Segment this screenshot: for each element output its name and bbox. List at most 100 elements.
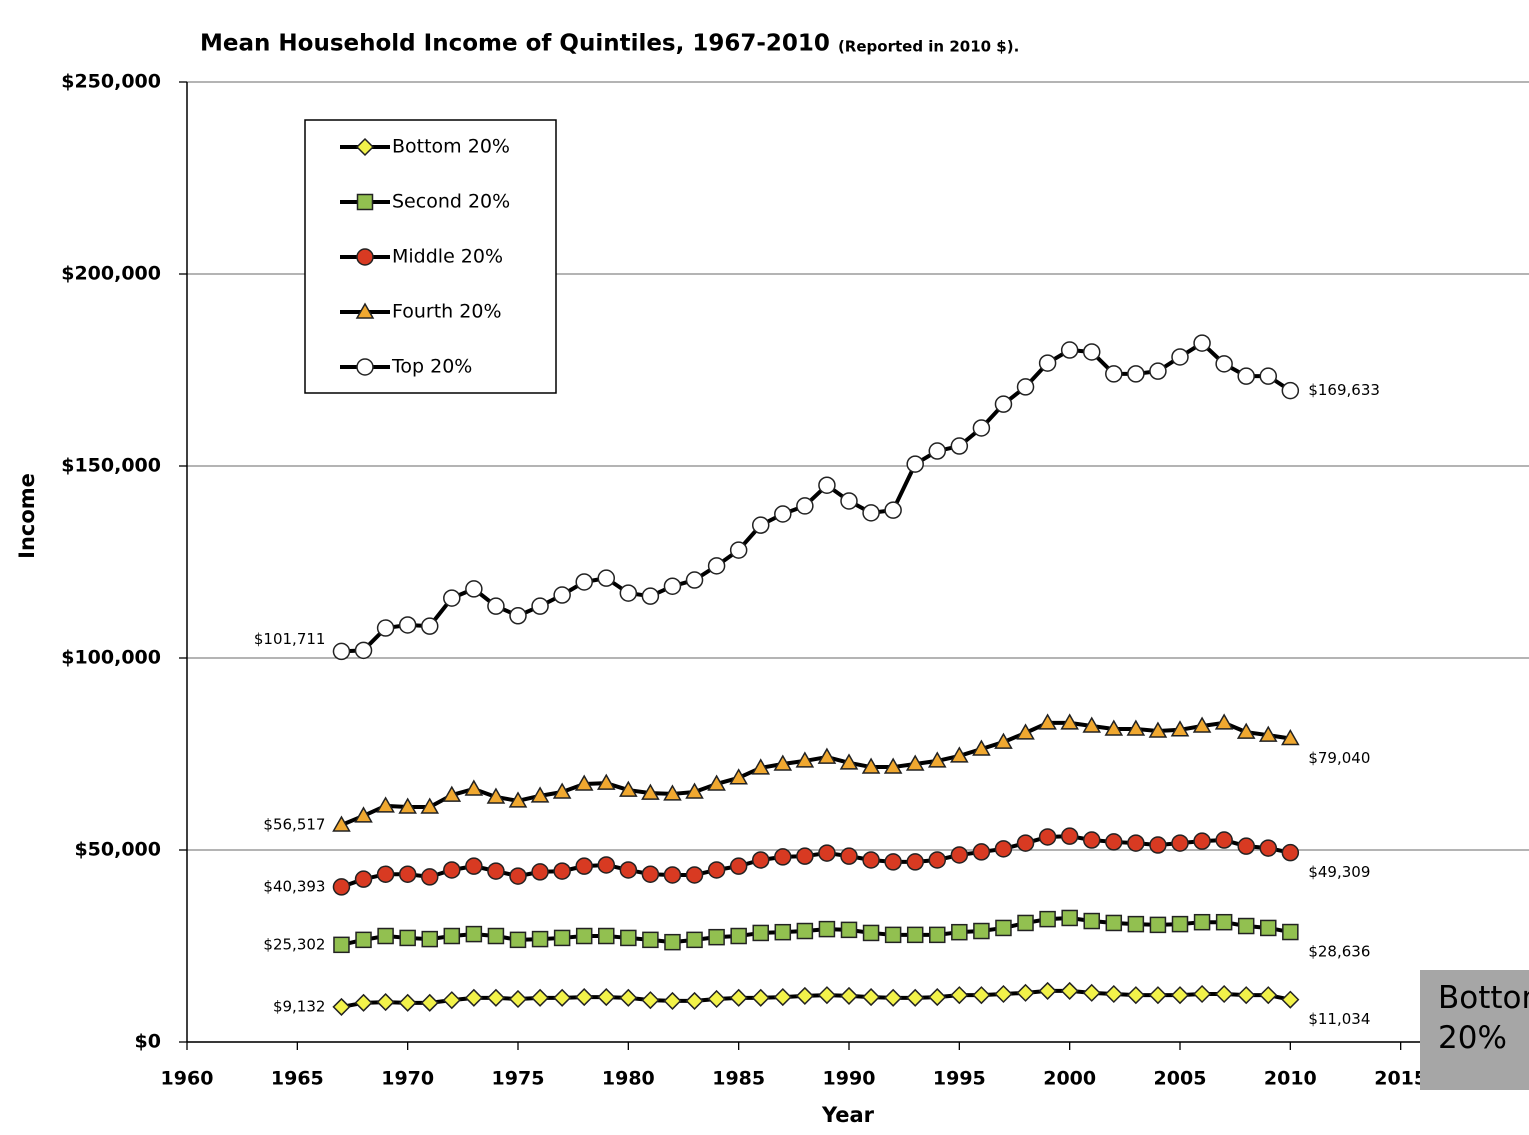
marker — [642, 931, 659, 949]
marker — [398, 616, 417, 634]
marker — [1192, 716, 1212, 733]
marker — [796, 922, 814, 940]
data-label: $40,393 — [263, 877, 325, 895]
marker — [420, 617, 439, 635]
marker — [487, 862, 505, 880]
series-line — [340, 720, 1291, 827]
legend-marker — [355, 137, 375, 157]
marker — [862, 851, 880, 869]
marker — [1105, 833, 1123, 851]
marker — [398, 993, 417, 1012]
annotation: Bottom 20% — [1438, 980, 1529, 1056]
legend-label: Fourth 20% — [392, 301, 502, 323]
marker — [442, 991, 461, 1010]
marker — [1016, 834, 1035, 852]
marker — [751, 851, 770, 869]
x-tick-label: 1975 — [492, 1068, 545, 1090]
marker — [354, 870, 373, 888]
marker — [707, 861, 726, 879]
marker — [619, 780, 638, 797]
marker — [752, 924, 769, 942]
marker — [1082, 343, 1101, 361]
marker — [1148, 986, 1167, 1005]
marker — [465, 925, 483, 943]
marker — [862, 504, 880, 522]
marker — [663, 866, 682, 884]
marker — [420, 993, 439, 1012]
marker — [774, 848, 792, 866]
marker — [420, 797, 440, 814]
marker — [399, 929, 416, 947]
marker — [641, 783, 660, 800]
marker — [553, 988, 572, 1007]
marker — [1237, 837, 1255, 855]
marker — [773, 988, 792, 1007]
marker — [597, 988, 616, 1007]
x-tick-label: 2005 — [1154, 1068, 1207, 1090]
legend-marker — [356, 193, 374, 211]
x-tick-label: 2015 — [1374, 1068, 1427, 1090]
marker — [1170, 986, 1190, 1005]
marker — [663, 784, 682, 801]
marker — [774, 505, 792, 523]
marker — [972, 739, 991, 756]
marker — [620, 929, 637, 947]
marker — [730, 927, 747, 945]
marker — [1281, 990, 1300, 1009]
marker — [398, 797, 417, 814]
marker — [884, 988, 903, 1007]
marker — [354, 641, 373, 660]
legend-marker — [356, 358, 374, 376]
marker — [729, 541, 748, 559]
marker — [1127, 365, 1145, 383]
marker — [1016, 983, 1035, 1002]
marker — [1104, 984, 1123, 1004]
marker — [1016, 378, 1035, 396]
marker — [817, 986, 836, 1005]
marker — [1237, 917, 1255, 935]
marker — [929, 926, 946, 944]
data-label: $28,636 — [1308, 943, 1370, 961]
x-tick-label: 2000 — [1043, 1068, 1096, 1090]
marker — [377, 927, 394, 945]
marker — [862, 988, 881, 1007]
marker — [818, 476, 836, 494]
marker — [596, 773, 616, 790]
marker — [641, 865, 660, 883]
marker — [531, 863, 549, 881]
marker — [443, 589, 461, 607]
x-axis-label: Year — [821, 1103, 875, 1127]
marker — [839, 986, 859, 1005]
marker — [1083, 912, 1100, 930]
marker — [883, 757, 903, 774]
marker — [1060, 713, 1079, 730]
marker — [442, 785, 462, 802]
marker — [950, 746, 969, 763]
data-label: $49,309 — [1308, 863, 1370, 881]
marker — [1258, 725, 1278, 742]
marker — [376, 619, 395, 637]
series: $25,302 $28,636 — [263, 909, 1370, 961]
marker — [906, 926, 924, 944]
marker — [685, 571, 704, 589]
marker — [486, 988, 505, 1007]
marker — [1016, 723, 1035, 740]
marker — [994, 840, 1013, 858]
marker — [951, 923, 968, 941]
marker — [332, 642, 351, 661]
legend-label: Top 20% — [391, 356, 472, 378]
marker — [552, 782, 572, 799]
marker — [1193, 913, 1211, 931]
marker — [950, 437, 969, 455]
marker — [486, 787, 506, 804]
marker — [1149, 362, 1167, 380]
marker — [774, 923, 792, 941]
marker — [773, 754, 793, 771]
marker — [1171, 348, 1189, 366]
marker — [751, 988, 770, 1007]
marker — [686, 931, 703, 949]
marker — [905, 754, 925, 771]
marker — [598, 927, 615, 945]
marker — [1215, 984, 1234, 1004]
marker — [884, 501, 902, 519]
